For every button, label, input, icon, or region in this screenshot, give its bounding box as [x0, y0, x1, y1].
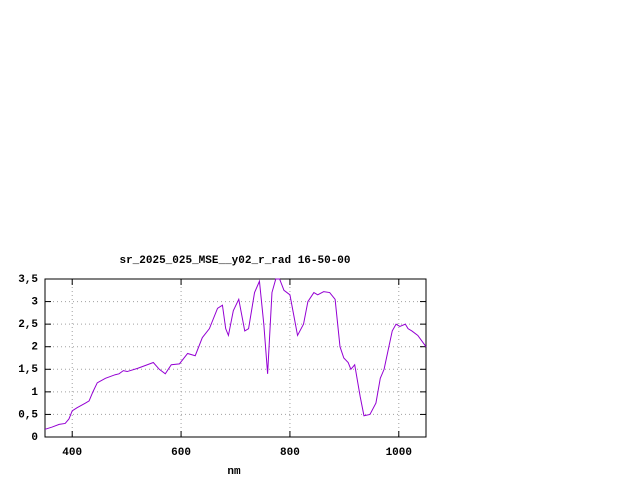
chart-title: sr_2025_025_MSE__y02_r_rad 16-50-00 [119, 255, 350, 267]
y-tick-label: 3,5 [18, 274, 38, 286]
data-line [44, 278, 427, 430]
x-axis-label: nm [227, 466, 241, 478]
y-tick-label: 0 [31, 432, 38, 444]
x-tick-label: 800 [280, 447, 300, 459]
x-tick-label: 600 [171, 447, 191, 459]
y-tick-label: 2,5 [18, 319, 38, 331]
x-tick-label: 1000 [386, 447, 412, 459]
y-tick-label: 0,5 [18, 409, 38, 421]
y-tick-label: 1 [31, 387, 38, 399]
x-tick-label: 400 [62, 447, 82, 459]
y-tick-label: 2 [31, 342, 38, 354]
y-tick-label: 3 [31, 296, 38, 308]
plot-frame [44, 278, 427, 438]
y-tick-label: 1,5 [18, 364, 38, 376]
